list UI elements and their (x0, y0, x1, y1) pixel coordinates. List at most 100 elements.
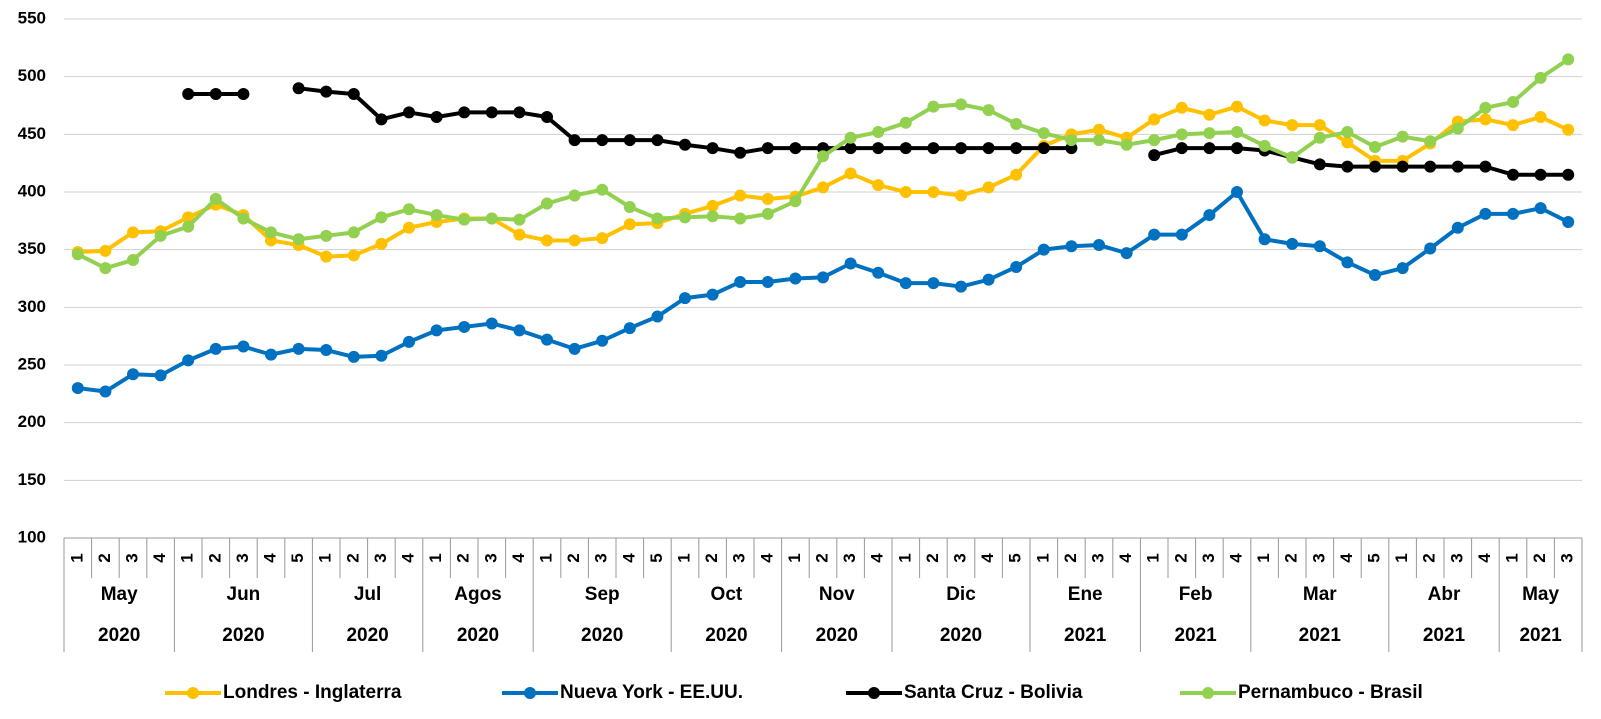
data-point (403, 106, 415, 119)
data-point (513, 324, 526, 337)
month-label: Agos (454, 584, 502, 605)
y-tick-label: 550 (18, 8, 46, 27)
data-point (706, 199, 719, 212)
week-label: 3 (233, 553, 252, 562)
week-label: 3 (1309, 553, 1328, 562)
week-label: 4 (509, 553, 528, 563)
data-point (651, 310, 664, 323)
data-point (209, 342, 222, 355)
data-point (513, 106, 526, 119)
month-label: Abr (1428, 584, 1461, 605)
week-label: 2 (1061, 553, 1080, 562)
legend-marker (1202, 687, 1214, 699)
data-point (485, 212, 498, 225)
data-point (596, 232, 609, 245)
week-label: 4 (398, 553, 417, 563)
year-label: 2020 (457, 625, 499, 646)
data-point (99, 244, 112, 257)
data-point (1424, 135, 1437, 148)
year-label: 2020 (222, 625, 264, 646)
year-label: 2020 (581, 625, 623, 646)
data-point (679, 138, 691, 151)
data-point (292, 82, 305, 95)
week-label: 4 (1475, 553, 1494, 563)
y-tick-label: 450 (18, 124, 46, 143)
data-point (1369, 269, 1381, 282)
data-point (347, 350, 360, 363)
month-label: Mar (1303, 584, 1337, 605)
week-label: 4 (868, 553, 887, 563)
data-point (927, 277, 940, 290)
data-point (1507, 96, 1519, 109)
data-point (154, 369, 167, 382)
week-label: 1 (1392, 553, 1411, 562)
data-point (541, 333, 553, 346)
data-point (955, 98, 967, 111)
data-point (789, 272, 802, 285)
data-point (982, 181, 995, 194)
data-point (485, 106, 498, 119)
data-point (1341, 126, 1354, 139)
data-point (1231, 142, 1243, 155)
data-point (1341, 256, 1354, 269)
data-point (430, 324, 443, 337)
data-point (1479, 207, 1492, 220)
data-point (568, 342, 581, 355)
data-point (623, 134, 636, 147)
data-point (927, 142, 940, 155)
data-point (182, 220, 195, 233)
data-point (320, 250, 333, 263)
data-point (320, 229, 333, 242)
data-point (1313, 240, 1326, 253)
week-label: 3 (950, 553, 969, 562)
data-point (1369, 160, 1381, 173)
data-point (927, 100, 940, 113)
data-point (872, 179, 885, 192)
data-point (1534, 71, 1547, 84)
legend-label: Londres - Inglaterra (223, 682, 402, 703)
year-label: 2021 (1423, 625, 1466, 646)
data-point (1231, 100, 1243, 113)
data-point (1175, 228, 1188, 241)
data-point (375, 237, 388, 250)
data-point (99, 262, 112, 275)
data-point (734, 146, 747, 159)
series-line (77, 190, 1570, 394)
data-point (817, 150, 829, 163)
data-point (209, 192, 222, 205)
y-tick-label: 250 (18, 354, 46, 373)
data-point (817, 181, 829, 194)
data-point (1175, 101, 1188, 114)
data-point (403, 335, 415, 348)
data-point (320, 85, 333, 98)
data-point (458, 320, 471, 333)
data-point (568, 234, 581, 247)
data-point (485, 317, 498, 330)
data-point (513, 228, 526, 241)
data-point (375, 349, 388, 362)
data-point (844, 142, 857, 155)
data-point (1286, 119, 1299, 132)
data-point (817, 271, 829, 284)
data-point (1093, 123, 1105, 136)
week-label: 4 (1116, 553, 1135, 563)
data-point (844, 131, 857, 144)
data-point (1562, 215, 1575, 228)
data-point (596, 334, 609, 347)
data-point (541, 234, 553, 247)
week-label: 4 (1226, 553, 1245, 563)
data-point (1148, 134, 1161, 147)
data-point (927, 186, 940, 198)
legend-marker (187, 687, 199, 699)
legend-label: Pernambuco - Brasil (1238, 682, 1423, 703)
data-point (761, 275, 774, 288)
y-tick-label: 500 (18, 66, 46, 85)
week-label: 2 (702, 553, 721, 562)
data-point (375, 211, 388, 224)
year-label: 2021 (1174, 625, 1217, 646)
week-label: 4 (150, 553, 169, 563)
data-point (1258, 233, 1271, 246)
week-label: 1 (1144, 553, 1163, 562)
data-point (761, 207, 774, 220)
week-label: 2 (564, 553, 583, 562)
